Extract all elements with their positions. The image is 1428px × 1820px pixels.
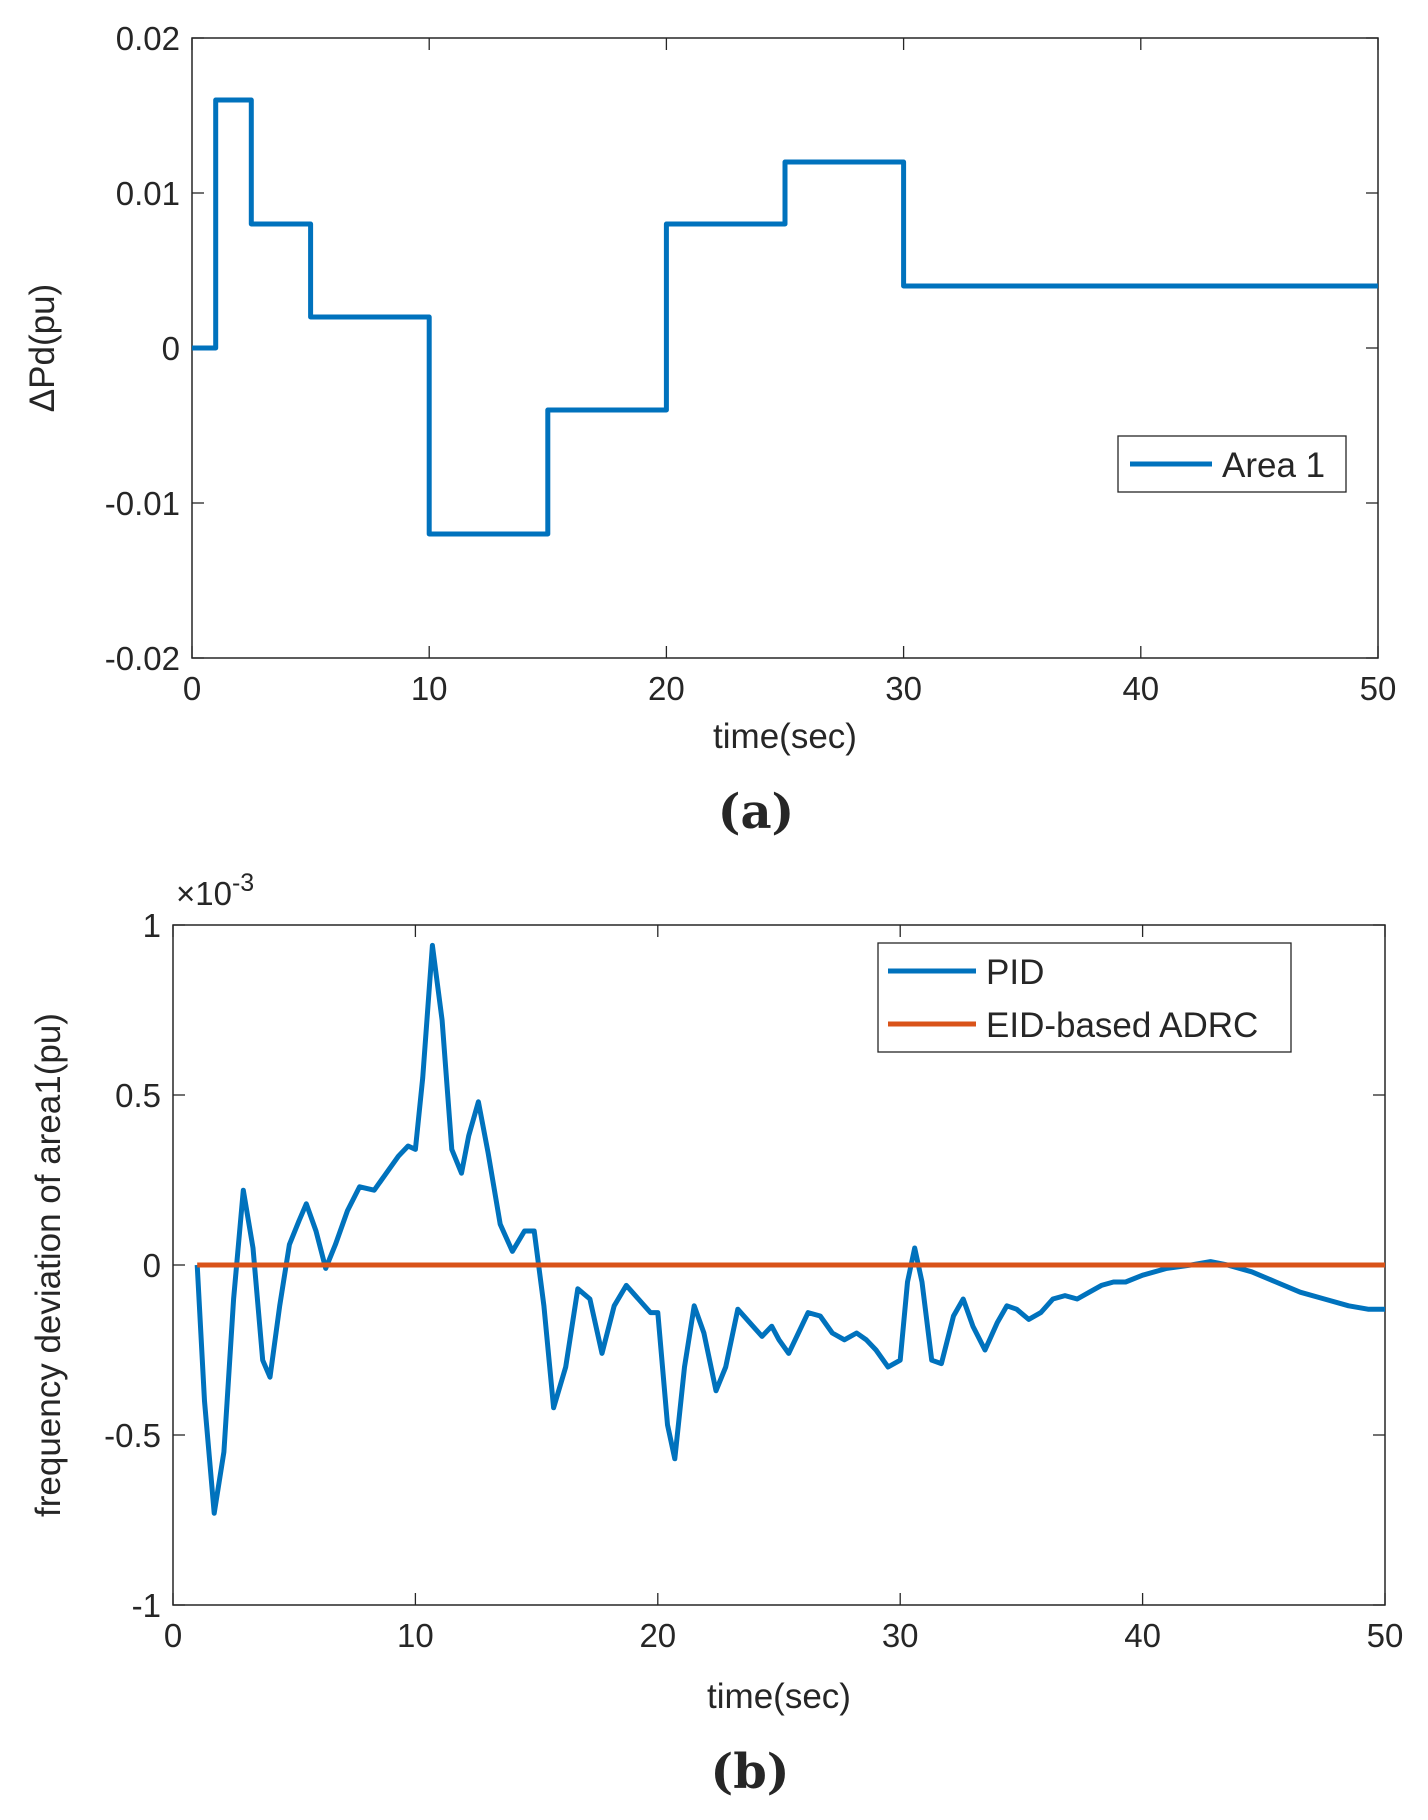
- exponent-power-b: -3: [232, 869, 254, 897]
- tick-marks-a: [191, 37, 1379, 659]
- panel-label-a: (a): [718, 784, 795, 840]
- x-axis-label-b: time(sec): [707, 1677, 851, 1716]
- legend-label-pid: PID: [986, 953, 1044, 992]
- x-tick-label: 50: [1367, 1617, 1404, 1654]
- series-line-area-1: [192, 97, 1378, 537]
- x-tick-label: 20: [648, 670, 685, 707]
- panel-label-a-letter: a: [740, 784, 771, 840]
- legend-b: PID EID-based ADRC: [877, 942, 1292, 1053]
- series-lines-b: [194, 942, 1385, 1516]
- panel-label-b: (b): [711, 1744, 790, 1800]
- y-tick-label: -0.5: [104, 1417, 161, 1454]
- x-tick-label: 0: [164, 1617, 182, 1654]
- chart-panel-b: 0 10 20 30 40 50 -1-0.500.51 ×10-3 time(sec) …: [29, 869, 1403, 1800]
- chart-panel-a: 0 10 20 30 40 50 -0.02 -0.01 0 0.01 0.02 time(sec…: [23, 20, 1396, 840]
- y-tick-label: 1: [143, 907, 161, 944]
- x-tick-label: 20: [639, 1617, 676, 1654]
- panel-label-a-open: (: [718, 784, 741, 840]
- y-tick-label: -1: [132, 1587, 161, 1624]
- x-tick-label: 40: [1122, 670, 1159, 707]
- series-lines-a: [192, 97, 1378, 537]
- y-tick-label: 0: [143, 1247, 161, 1284]
- y-tick-labels-b: -1 -0.5 0 0.5 1: [104, 907, 161, 1624]
- y-tick-label: -0.01: [105, 485, 180, 522]
- y-axis-label-a: ΔPd(pu): [23, 284, 62, 412]
- panel-label-b-letter: b: [733, 1744, 767, 1800]
- y-tick-label: 0.5: [115, 1077, 161, 1114]
- x-tick-label: 30: [885, 670, 922, 707]
- panel-label-a-close: ): [772, 784, 795, 840]
- y-tick-label: 0: [162, 330, 180, 367]
- legend-label-area1: Area 1: [1222, 446, 1325, 485]
- plot-area-a: [191, 37, 1379, 659]
- y-tick-labels-a: -0.02 -0.01 0 0.01 0.02: [105, 20, 180, 677]
- exponent-label-b: ×10-3: [176, 869, 254, 912]
- x-tick-labels-b: 0 10 20 30 40 50: [164, 1617, 1404, 1654]
- panel-label-b-open: (: [711, 1744, 734, 1800]
- x-tick-label: 50: [1360, 670, 1397, 707]
- x-tick-label: 10: [411, 670, 448, 707]
- series-line-pid: [194, 942, 1385, 1516]
- x-tick-labels-a: 0 10 20 30 40 50: [183, 670, 1397, 707]
- x-axis-label-a: time(sec): [713, 717, 857, 756]
- x-tick-label: 0: [183, 670, 201, 707]
- legend-a: Area 1: [1117, 435, 1347, 493]
- x-tick-label: 10: [397, 1617, 434, 1654]
- legend-box-b: [877, 942, 1292, 1053]
- x-tick-label: 30: [882, 1617, 919, 1654]
- x-tick-label: 40: [1124, 1617, 1161, 1654]
- legend-label-eid-adrc: EID-based ADRC: [986, 1006, 1258, 1045]
- y-axis-label-b: frequency deviation of area1(pu): [29, 1013, 68, 1517]
- exponent-base-b: ×10: [176, 875, 232, 912]
- y-tick-label: -0.02: [105, 640, 180, 677]
- panel-label-b-close: ): [767, 1744, 790, 1800]
- y-tick-label: 0.01: [116, 175, 180, 212]
- y-tick-label: 0.02: [116, 20, 180, 57]
